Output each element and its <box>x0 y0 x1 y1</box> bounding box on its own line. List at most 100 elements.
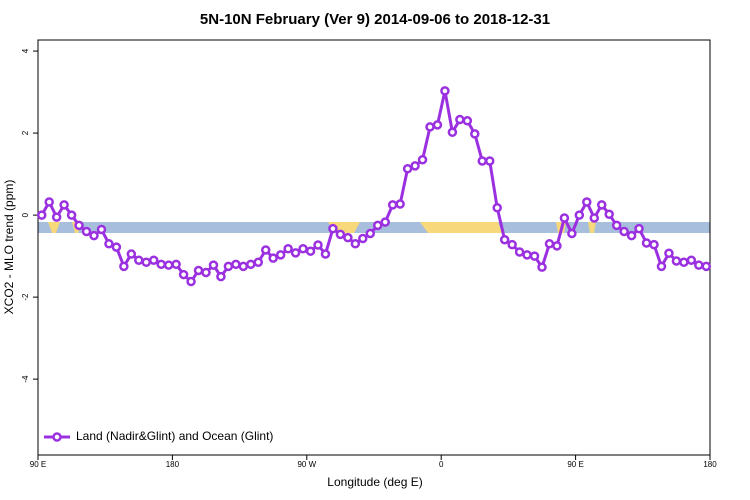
data-point <box>283 243 293 254</box>
data-point <box>417 154 428 165</box>
data-point <box>641 238 652 248</box>
data-point <box>596 200 607 210</box>
y-tick-label: -2 <box>21 293 30 301</box>
data-point <box>313 240 323 250</box>
data-point <box>679 257 689 268</box>
y-tick-label: 0 <box>21 212 30 217</box>
data-point <box>156 259 166 270</box>
x-axis-label: Longitude (deg E) <box>327 475 422 489</box>
data-point <box>462 116 473 126</box>
data-point <box>701 261 712 272</box>
data-point <box>36 210 47 220</box>
data-point <box>231 259 241 270</box>
data-point <box>66 210 77 220</box>
data-point <box>567 228 577 239</box>
data-point <box>626 230 637 241</box>
data-point <box>656 261 667 272</box>
x-tick-label: 0 <box>439 460 444 469</box>
data-point <box>507 239 517 250</box>
data-point <box>425 122 435 132</box>
data-point <box>298 243 308 254</box>
data-point <box>141 257 152 268</box>
data-point <box>343 232 353 243</box>
y-axis-label: XCO2 - MLO trend (ppm) <box>2 180 16 315</box>
data-point <box>260 245 271 255</box>
data-point <box>163 260 174 270</box>
y-tick-label: 2 <box>21 130 30 135</box>
data-point <box>119 261 129 272</box>
data-point <box>148 255 159 265</box>
data-point <box>335 229 346 240</box>
data-point <box>395 199 405 209</box>
data-point <box>589 213 600 223</box>
data-point <box>208 260 219 270</box>
data-point <box>358 233 368 244</box>
data-point <box>126 249 137 259</box>
data-point <box>402 164 413 174</box>
data-point <box>253 257 264 268</box>
data-point <box>552 241 562 251</box>
data-point <box>96 224 107 235</box>
data-point <box>178 269 189 280</box>
data-point <box>350 239 361 249</box>
data-point <box>275 250 286 260</box>
data-point <box>387 200 398 210</box>
data-point <box>477 156 488 166</box>
data-point <box>134 255 144 265</box>
data-point <box>514 247 525 257</box>
data-point <box>44 197 54 207</box>
data-point <box>649 239 659 250</box>
data-point <box>186 276 196 287</box>
data-point <box>74 220 84 231</box>
data-point <box>201 267 211 278</box>
data-point <box>619 226 629 237</box>
data-point <box>537 262 547 272</box>
data-point <box>432 120 443 130</box>
data-point <box>104 239 114 249</box>
data-point <box>529 251 540 261</box>
data-point <box>574 210 585 220</box>
y-tick-label: 4 <box>21 48 30 53</box>
data-point <box>81 226 92 237</box>
data-point <box>59 200 69 210</box>
data-point <box>492 202 502 213</box>
x-tick-label: 90 E <box>567 460 583 469</box>
data-point <box>664 248 674 258</box>
data-point <box>499 234 510 245</box>
data-point <box>51 212 62 222</box>
data-point <box>447 127 458 138</box>
data-point <box>634 223 644 234</box>
data-point <box>671 256 682 266</box>
data-point <box>522 250 532 260</box>
data-point <box>89 230 99 241</box>
data-point <box>111 242 122 252</box>
data-point <box>582 197 592 207</box>
data-point <box>290 248 301 258</box>
data-point <box>611 220 622 231</box>
x-tick-label: 180 <box>166 460 180 469</box>
data-point <box>305 246 316 256</box>
data-point <box>365 228 376 239</box>
plot-frame <box>37 39 711 456</box>
data-point <box>694 260 704 270</box>
data-point <box>372 220 383 231</box>
data-point <box>320 249 331 259</box>
data-point <box>223 261 234 272</box>
data-point <box>455 114 465 125</box>
y-tick-label: -4 <box>21 375 30 383</box>
series-line <box>40 90 707 284</box>
data-point <box>604 209 614 220</box>
data-point <box>559 213 570 223</box>
data-point <box>193 265 204 276</box>
data-point <box>268 253 278 263</box>
data-point <box>544 239 555 249</box>
legend-marker <box>52 432 62 442</box>
x-tick-label: 90 W <box>297 460 316 469</box>
data-point <box>246 259 256 270</box>
chart-title: 5N-10N February (Ver 9) 2014-09-06 to 20… <box>200 11 550 28</box>
data-point <box>328 223 338 234</box>
legend-label: Land (Nadir&Glint) and Ocean (Glint) <box>76 429 273 443</box>
x-tick-label: 90 E <box>30 460 46 469</box>
data-point <box>380 217 390 227</box>
